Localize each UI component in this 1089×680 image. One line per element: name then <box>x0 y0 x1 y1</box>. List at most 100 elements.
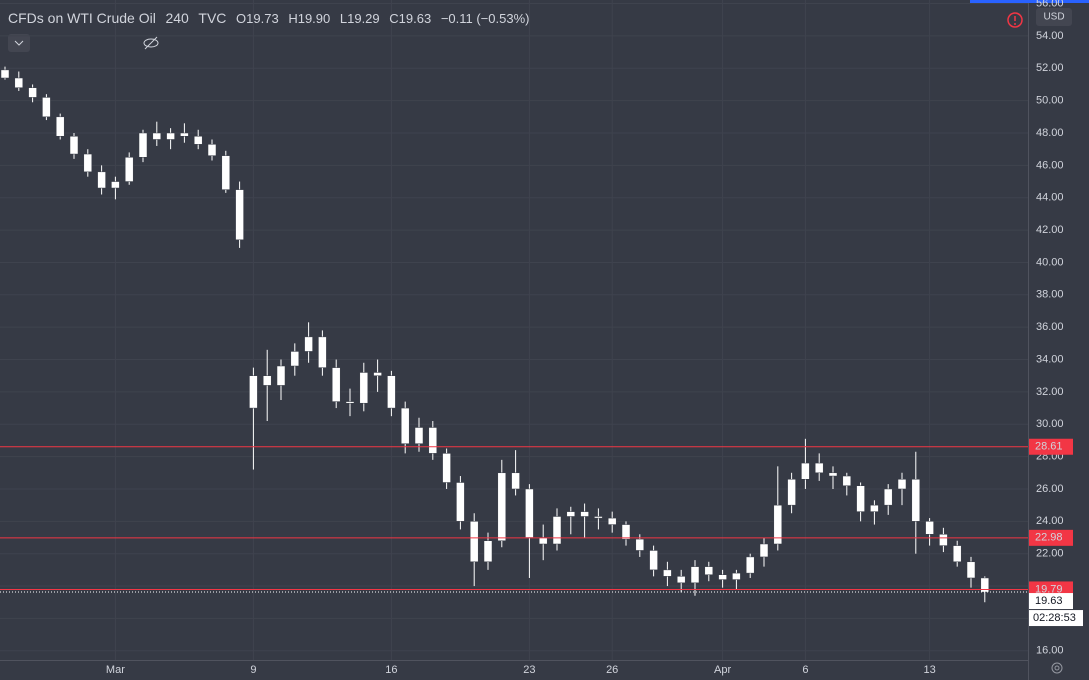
x-tick-label: 9 <box>250 664 256 676</box>
y-tick-label: 54.00 <box>1036 30 1064 42</box>
chevron-icon <box>14 40 24 46</box>
alert-icon[interactable] <box>1007 12 1023 28</box>
x-tick-label: 13 <box>923 664 935 676</box>
level-label: 28.61 <box>1035 441 1063 453</box>
candle-body <box>842 475 852 486</box>
candle-body <box>718 574 727 580</box>
candle-body <box>428 427 438 454</box>
open-value: O19.73 <box>236 11 279 26</box>
collapse-button[interactable] <box>8 34 30 52</box>
low-value: L19.29 <box>339 11 380 26</box>
y-tick-label: 16.00 <box>1036 645 1064 657</box>
last-price-label: 19.63 <box>1035 595 1063 607</box>
timer-box <box>1029 610 1083 627</box>
y-tick-label: 34.00 <box>1036 353 1064 365</box>
candle-body <box>0 69 10 79</box>
legend: CFDs on WTI Crude Oil 240 TVC O19.73 H19… <box>8 10 535 26</box>
currency-box[interactable] <box>1036 8 1072 26</box>
candle-body <box>594 516 603 519</box>
candle-body <box>552 516 562 545</box>
candle-body <box>759 543 769 558</box>
candle-body <box>221 155 231 190</box>
candle-body <box>814 462 824 474</box>
candle-body <box>235 189 244 241</box>
candle-body <box>690 566 700 584</box>
candle-body <box>124 157 134 182</box>
last-price-box <box>1029 593 1073 610</box>
close-value: C19.63 <box>389 11 432 26</box>
candle-body <box>525 488 534 538</box>
candle-body <box>828 472 838 477</box>
candle-body <box>262 375 272 386</box>
currency: USD <box>1043 12 1064 23</box>
y-tick-label: 22.00 <box>1036 548 1064 560</box>
candle-body <box>345 401 355 404</box>
candle-body <box>152 132 162 140</box>
candle-body <box>566 511 576 517</box>
candle-body <box>925 521 934 535</box>
candle-body <box>966 561 976 579</box>
candle-body <box>856 485 865 512</box>
candle-body <box>442 453 451 483</box>
y-tick-label: 26.00 <box>1036 483 1064 495</box>
y-tick-label: 56.00 <box>1036 0 1064 9</box>
candle-body <box>304 336 313 352</box>
candle-body <box>456 482 465 522</box>
candle-body <box>773 504 783 545</box>
candle-body <box>83 153 93 173</box>
candle-body <box>607 517 617 525</box>
y-tick-label: 50.00 <box>1036 95 1064 107</box>
candle-body <box>897 479 907 490</box>
symbol-title[interactable]: CFDs on WTI Crude Oil <box>8 10 156 26</box>
candle-body <box>166 132 175 140</box>
candle-body <box>42 97 51 118</box>
candle-body <box>290 351 300 367</box>
settings-icon[interactable] <box>1051 662 1063 674</box>
x-tick-label: Mar <box>106 664 125 676</box>
x-tick-label: 26 <box>606 664 618 676</box>
candle-body <box>180 132 189 137</box>
y-tick-label: 48.00 <box>1036 127 1064 139</box>
y-tick-label: 32.00 <box>1036 386 1064 398</box>
candle-body <box>28 87 37 98</box>
candle-body <box>538 537 548 545</box>
candle-body <box>621 524 631 540</box>
y-tick-label: 38.00 <box>1036 289 1064 301</box>
candle-body <box>801 462 810 480</box>
countdown-timer: 02:28:53 <box>1033 612 1076 624</box>
candle-body <box>787 479 796 506</box>
hide-indicator-icon[interactable] <box>143 36 159 50</box>
interval: 240 <box>165 10 189 26</box>
candle-body <box>97 171 106 189</box>
candle-body <box>276 365 286 386</box>
x-tick-label: 23 <box>523 664 535 676</box>
x-tick-label: Apr <box>714 664 731 676</box>
candle-body <box>249 375 258 409</box>
y-tick-label: 46.00 <box>1036 159 1064 171</box>
candle-body <box>745 556 755 574</box>
level-label-box <box>1029 529 1073 546</box>
candle-body <box>387 375 396 409</box>
candle-body <box>359 372 369 404</box>
candle-body <box>193 135 203 145</box>
candle-body <box>318 336 327 368</box>
x-tick-label: 16 <box>385 664 397 676</box>
candle-body <box>911 479 921 522</box>
y-tick-label: 42.00 <box>1036 224 1064 236</box>
y-tick-label: 30.00 <box>1036 418 1064 430</box>
y-tick-label: 24.00 <box>1036 515 1064 527</box>
source: TVC <box>198 10 227 26</box>
candle-body <box>870 504 879 512</box>
change-value: −0.11 (−0.53%) <box>440 11 530 26</box>
y-tick-label: 36.00 <box>1036 321 1064 333</box>
candle-body <box>469 521 479 563</box>
candle-body <box>111 181 120 189</box>
candle-body <box>952 545 962 563</box>
level-label: 19.79 <box>1035 583 1063 595</box>
candle-body <box>414 427 424 444</box>
candle-body <box>373 372 382 376</box>
candle-body <box>14 77 24 88</box>
candle-body <box>400 407 410 444</box>
candle-body <box>704 566 714 575</box>
